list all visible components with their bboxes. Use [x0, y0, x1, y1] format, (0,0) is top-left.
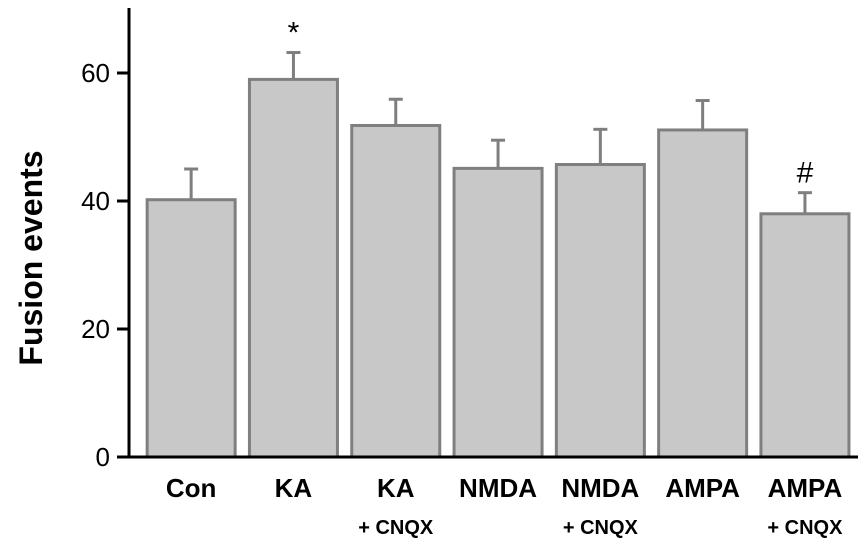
- bar: [350, 123, 442, 459]
- x-tick-label: AMPA: [768, 473, 843, 503]
- bar: [247, 77, 339, 459]
- x-tick-label: Con: [166, 473, 217, 503]
- axes-group: [127, 8, 858, 459]
- x-tick-label: KA: [275, 473, 313, 503]
- x-tick-label: KA: [377, 473, 415, 503]
- y-tick-label: 0: [96, 442, 110, 472]
- bar: [657, 128, 749, 459]
- x-tick-sublabel: + CNQX: [563, 517, 639, 539]
- significance-marker: *: [288, 17, 300, 50]
- x-tick-label: AMPA: [665, 473, 740, 503]
- bars-group: *#: [145, 17, 851, 459]
- x-tick-label: NMDA: [561, 473, 639, 503]
- x-tick-sublabel: + CNQX: [358, 517, 434, 539]
- x-tick-label: NMDA: [459, 473, 537, 503]
- y-tick-label: 60: [81, 58, 110, 88]
- bar: [145, 198, 237, 459]
- y-tick-label: 20: [81, 314, 110, 344]
- y-ticks-group: 0 20 40 60: [81, 58, 129, 472]
- bar: [554, 163, 646, 459]
- y-tick-label: 40: [81, 186, 110, 216]
- significance-marker: #: [797, 157, 814, 190]
- y-axis-label: Fusion events: [13, 150, 49, 365]
- x-labels-group: Con KA KA + CNQX NMDA NMDA + CNQX AMPA AMPA + CNQ…: [166, 473, 843, 539]
- x-tick-sublabel: + CNQX: [767, 517, 843, 539]
- bar: [759, 212, 851, 459]
- bar: [452, 166, 544, 459]
